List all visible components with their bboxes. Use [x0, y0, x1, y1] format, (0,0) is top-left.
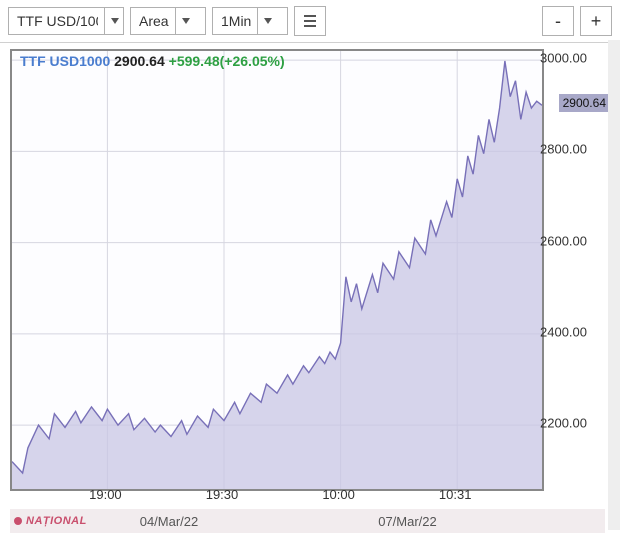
date-label: 04/Mar/22	[140, 514, 199, 529]
zoom-in-button[interactable]: +	[580, 6, 612, 36]
interval-label: 1Min	[221, 13, 251, 29]
chart-legend: TTF USD1000 2900.64 +599.48(+26.05%)	[20, 53, 285, 69]
zoom-out-button[interactable]: -	[542, 6, 574, 36]
chevron-down-icon	[257, 8, 272, 34]
logo-dot-icon	[14, 517, 22, 525]
watermark-logo: NAȚIONAL	[14, 515, 87, 527]
y-tick-label: 2400.00	[534, 324, 610, 339]
current-price-marker: 2900.64	[559, 94, 610, 112]
list-icon	[303, 14, 317, 28]
x-axis: 19:00 19:30 10:00 10:31	[10, 487, 540, 507]
legend-symbol: TTF USD1000	[20, 53, 110, 69]
y-tick-label: 2800.00	[534, 142, 610, 157]
x-tick-label: 10:31	[439, 487, 472, 502]
plot-region[interactable]	[10, 49, 544, 491]
chart-area: TTF USD1000 2900.64 +599.48(+26.05%) 220…	[0, 43, 620, 533]
legend-change-abs: +599.48	[169, 53, 220, 69]
chart-type-dropdown[interactable]: Area	[130, 7, 206, 35]
symbol-dropdown[interactable]: TTF USD/1000	[8, 7, 124, 35]
area-chart	[12, 51, 542, 489]
settings-button[interactable]	[294, 6, 326, 36]
date-axis: 04/Mar/22 07/Mar/22	[10, 509, 605, 533]
y-axis: 2200.002400.002600.002800.003000.002900.…	[540, 49, 610, 487]
date-label: 07/Mar/22	[378, 514, 437, 529]
y-tick-label: 3000.00	[534, 51, 610, 66]
y-tick-label: 2600.00	[534, 233, 610, 248]
symbol-label: TTF USD/1000	[17, 13, 98, 29]
vertical-scrollbar[interactable]	[608, 40, 620, 530]
legend-price: 2900.64	[114, 53, 165, 69]
chevron-down-icon	[175, 8, 190, 34]
chevron-down-icon	[104, 8, 119, 34]
logo-text: NAȚIONAL	[26, 515, 87, 527]
interval-dropdown[interactable]: 1Min	[212, 7, 288, 35]
toolbar: TTF USD/1000 Area 1Min - +	[0, 0, 620, 43]
chart-type-label: Area	[139, 13, 169, 29]
x-tick-label: 19:00	[89, 487, 122, 502]
x-tick-label: 10:00	[322, 487, 355, 502]
x-tick-label: 19:30	[206, 487, 239, 502]
y-tick-label: 2200.00	[534, 416, 610, 431]
legend-change-pct: (+26.05%)	[220, 53, 285, 69]
